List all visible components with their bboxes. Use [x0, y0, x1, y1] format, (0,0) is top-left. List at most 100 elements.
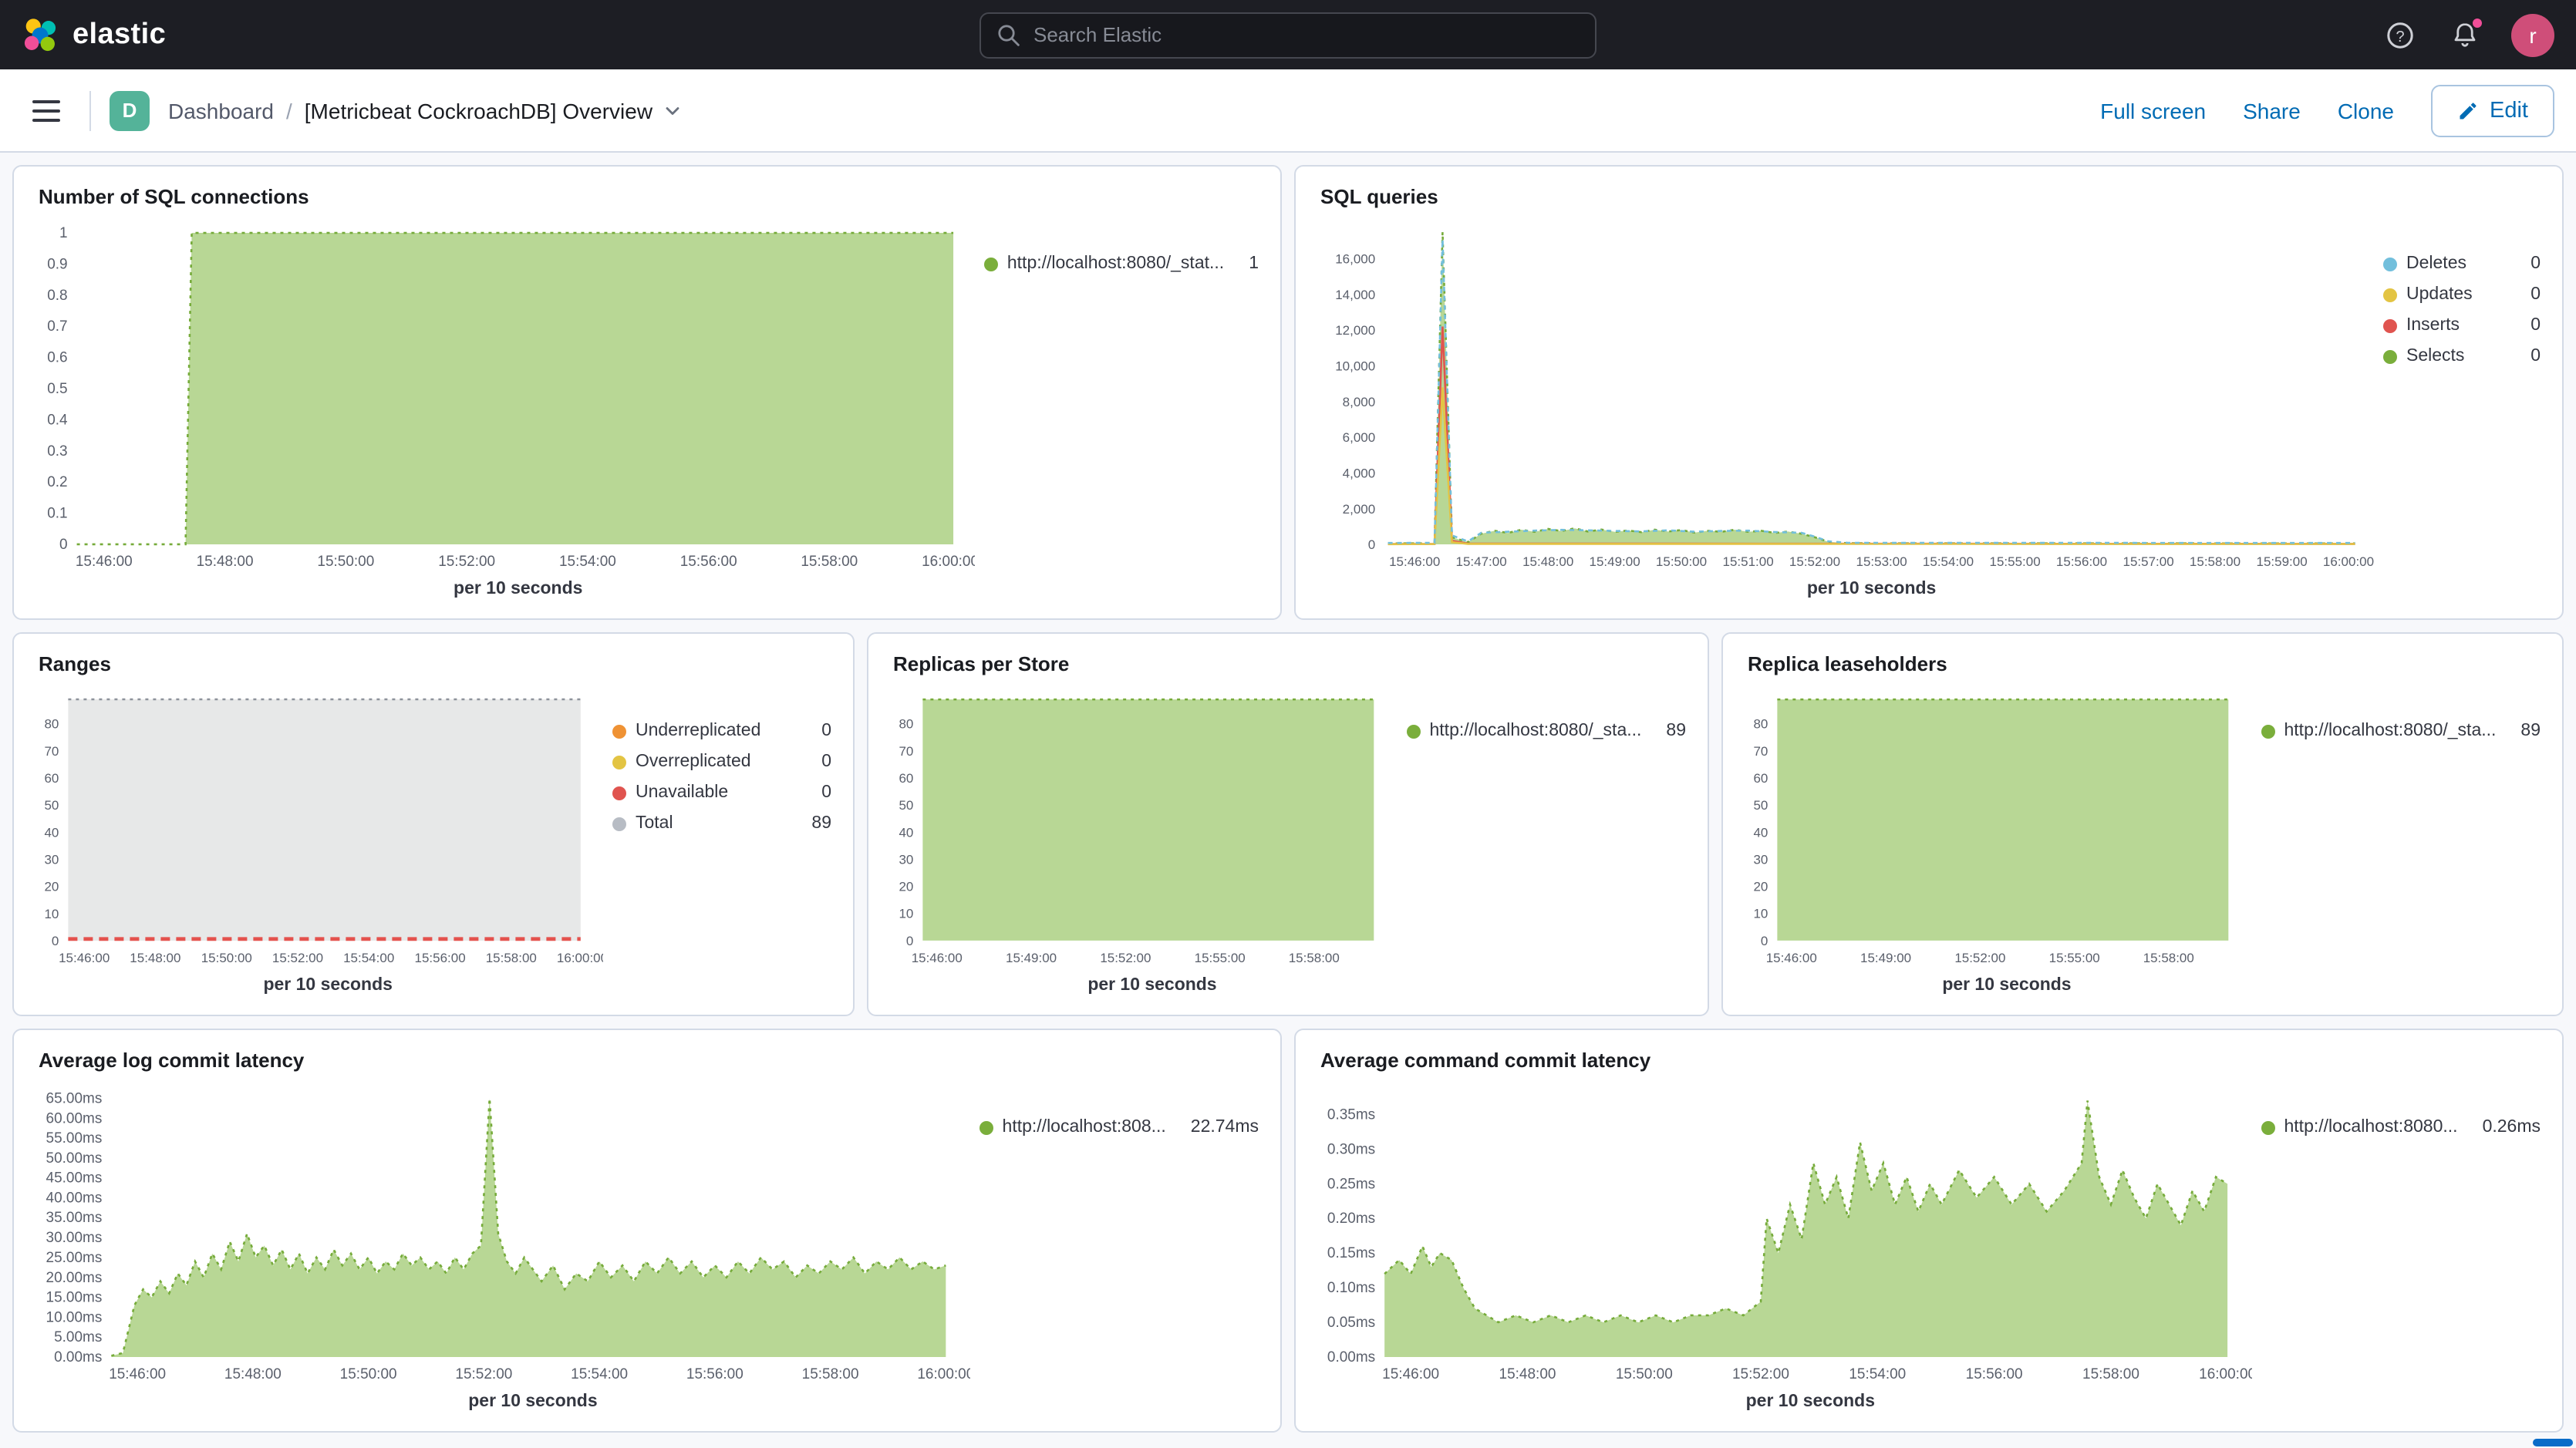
- svg-text:15:58:00: 15:58:00: [2143, 951, 2194, 965]
- legend-item[interactable]: http://localhost:8080/_sta... 89: [1406, 722, 1686, 740]
- dashboard-panel: SQL queries 0 2,000 4,000 6,000 8,000 10,000 1…: [1294, 165, 2564, 620]
- global-search[interactable]: [979, 12, 1597, 58]
- svg-text:15:48:00: 15:48:00: [197, 554, 254, 570]
- svg-text:0.8: 0.8: [47, 288, 67, 304]
- legend-item[interactable]: Inserts 0: [2383, 316, 2541, 335]
- dashboard-panel: Average log commit latency 0.00ms 5.00ms 1…: [12, 1029, 1282, 1433]
- search-input[interactable]: [1033, 23, 1580, 46]
- chart[interactable]: 0 10 20 30 40 50 60 70 80 15:46:00 15:49:00 15:52:0…: [884, 679, 1398, 1002]
- svg-text:15:54:00: 15:54:00: [1849, 1366, 1906, 1382]
- svg-text:15:50:00: 15:50:00: [340, 1366, 397, 1382]
- svg-text:per 10 seconds: per 10 seconds: [1087, 974, 1216, 994]
- svg-text:80: 80: [899, 717, 913, 732]
- legend-item[interactable]: http://localhost:8080/_stat... 1: [983, 254, 1259, 273]
- svg-text:10: 10: [1753, 907, 1768, 921]
- svg-text:15:52:00: 15:52:00: [1732, 1366, 1789, 1382]
- legend-item[interactable]: Deletes 0: [2383, 254, 2541, 273]
- svg-text:15:48:00: 15:48:00: [130, 951, 180, 965]
- dashboard-panel: Replica leaseholders 0 10 20 30 40 50 60 70 80 15…: [1721, 632, 2564, 1016]
- svg-text:15:58:00: 15:58:00: [2082, 1366, 2139, 1382]
- panel-title: Ranges: [39, 652, 111, 675]
- legend-value: 0: [821, 783, 831, 802]
- legend-color-dot: [2383, 318, 2397, 332]
- svg-text:70: 70: [1753, 744, 1768, 759]
- legend-item[interactable]: http://localhost:8080... 0.26ms: [2261, 1118, 2541, 1137]
- svg-text:0.7: 0.7: [47, 318, 67, 335]
- chart[interactable]: 0.00ms 0.05ms 0.10ms 0.15ms 0.20ms 0.25ms 0.30…: [1311, 1075, 2252, 1419]
- legend-item[interactable]: http://localhost:8080/_sta... 89: [2261, 722, 2541, 740]
- help-button[interactable]: ?: [2382, 16, 2419, 53]
- legend-value: 0.26ms: [2482, 1118, 2541, 1137]
- space-badge[interactable]: D: [110, 90, 150, 130]
- legend: http://localhost:8080... 0.26ms: [2252, 1075, 2547, 1419]
- legend-item[interactable]: Selects 0: [2383, 347, 2541, 365]
- legend-label: Deletes: [2406, 254, 2466, 273]
- svg-text:15:52:00: 15:52:00: [1954, 951, 2005, 965]
- legend-value: 1: [1249, 254, 1259, 273]
- svg-text:20: 20: [44, 880, 59, 894]
- svg-text:16:00:00: 16:00:00: [922, 554, 975, 570]
- chart[interactable]: 0 0.1 0.2 0.3 0.4 0.5 0.6 0.7 0.8 0.9 1 15:46:00 15:…: [29, 211, 975, 606]
- edit-button-label: Edit: [2490, 98, 2528, 123]
- dashboard-row-2: Ranges 0 10 20 30 40 50 60 70 80 15:46:00 15:48:00…: [12, 632, 2564, 1016]
- share-button[interactable]: Share: [2243, 98, 2301, 123]
- page-title[interactable]: [Metricbeat CockroachDB] Overview: [305, 98, 683, 123]
- svg-text:15:58:00: 15:58:00: [486, 951, 537, 965]
- panel-body: 0 10 20 30 40 50 60 70 80 15:46:00 15:49:00 15:52:0…: [884, 679, 1692, 1002]
- svg-text:15:50:00: 15:50:00: [1616, 1366, 1673, 1382]
- notifications-icon: [2454, 22, 2476, 46]
- horizontal-scrollbar-thumb[interactable]: [2533, 1439, 2573, 1446]
- svg-text:15:46:00: 15:46:00: [1382, 1366, 1439, 1382]
- svg-text:15:46:00: 15:46:00: [1766, 951, 1817, 965]
- full-screen-button[interactable]: Full screen: [2100, 98, 2207, 123]
- svg-text:15:58:00: 15:58:00: [802, 1366, 859, 1382]
- legend-item[interactable]: Updates 0: [2383, 285, 2541, 304]
- edit-button[interactable]: Edit: [2431, 84, 2554, 136]
- svg-text:0.10ms: 0.10ms: [1327, 1280, 1375, 1296]
- svg-text:15:46:00: 15:46:00: [109, 1366, 166, 1382]
- svg-text:15:47:00: 15:47:00: [1456, 554, 1507, 569]
- legend-value: 0: [821, 753, 831, 771]
- chart[interactable]: 0 10 20 30 40 50 60 70 80 15:46:00 15:48:00 15:50:0…: [29, 679, 603, 1002]
- svg-text:60.00ms: 60.00ms: [46, 1110, 103, 1126]
- menu-button[interactable]: [22, 86, 71, 135]
- clone-button[interactable]: Clone: [2337, 98, 2394, 123]
- svg-text:15:48:00: 15:48:00: [1522, 554, 1573, 569]
- svg-text:40: 40: [899, 825, 913, 840]
- svg-text:0.3: 0.3: [47, 443, 67, 460]
- legend-color-dot: [2261, 1120, 2275, 1134]
- legend-item[interactable]: Underreplicated 0: [612, 722, 831, 740]
- svg-text:6,000: 6,000: [1343, 430, 1376, 445]
- user-avatar[interactable]: r: [2511, 13, 2554, 56]
- legend-item[interactable]: Overreplicated 0: [612, 753, 831, 771]
- svg-text:15:52:00: 15:52:00: [1789, 554, 1840, 569]
- svg-text:15:51:00: 15:51:00: [1723, 554, 1774, 569]
- avatar-initial: r: [2529, 22, 2537, 47]
- chart[interactable]: 0.00ms 5.00ms 10.00ms 15.00ms 20.00ms 25.00ms…: [29, 1075, 970, 1419]
- panel-body: 0 2,000 4,000 6,000 8,000 10,000 12,000 14,000 1…: [1311, 211, 2547, 606]
- legend-color-dot: [1406, 724, 1421, 738]
- breadcrumb-dashboard[interactable]: Dashboard: [168, 98, 274, 123]
- svg-text:20: 20: [899, 880, 913, 894]
- elastic-logo[interactable]: elastic: [22, 16, 166, 53]
- svg-text:16:00:00: 16:00:00: [2199, 1366, 2251, 1382]
- svg-text:15:50:00: 15:50:00: [317, 554, 374, 570]
- svg-text:15:52:00: 15:52:00: [438, 554, 495, 570]
- search-icon: [998, 24, 1020, 45]
- legend-value: 89: [811, 814, 831, 833]
- legend-item[interactable]: Total 89: [612, 814, 831, 833]
- top-right-controls: ? r: [2382, 13, 2554, 56]
- chart[interactable]: 0 2,000 4,000 6,000 8,000 10,000 12,000 14,000 1…: [1311, 211, 2374, 606]
- svg-text:15:58:00: 15:58:00: [2190, 554, 2241, 569]
- legend-item[interactable]: http://localhost:808... 22.74ms: [979, 1118, 1259, 1137]
- legend: http://localhost:8080/_sta... 89: [2252, 679, 2547, 1002]
- chart[interactable]: 0 10 20 30 40 50 60 70 80 15:46:00 15:49:00 15:52:0…: [1738, 679, 2252, 1002]
- svg-text:15:59:00: 15:59:00: [2257, 554, 2308, 569]
- panel-title: SQL queries: [1320, 185, 1438, 208]
- legend-label: http://localhost:8080...: [2284, 1118, 2458, 1137]
- svg-text:15:52:00: 15:52:00: [272, 951, 323, 965]
- legend-value: 0: [821, 722, 831, 740]
- svg-text:15:46:00: 15:46:00: [1389, 554, 1440, 569]
- legend-item[interactable]: Unavailable 0: [612, 783, 831, 802]
- notifications-button[interactable]: [2446, 16, 2483, 53]
